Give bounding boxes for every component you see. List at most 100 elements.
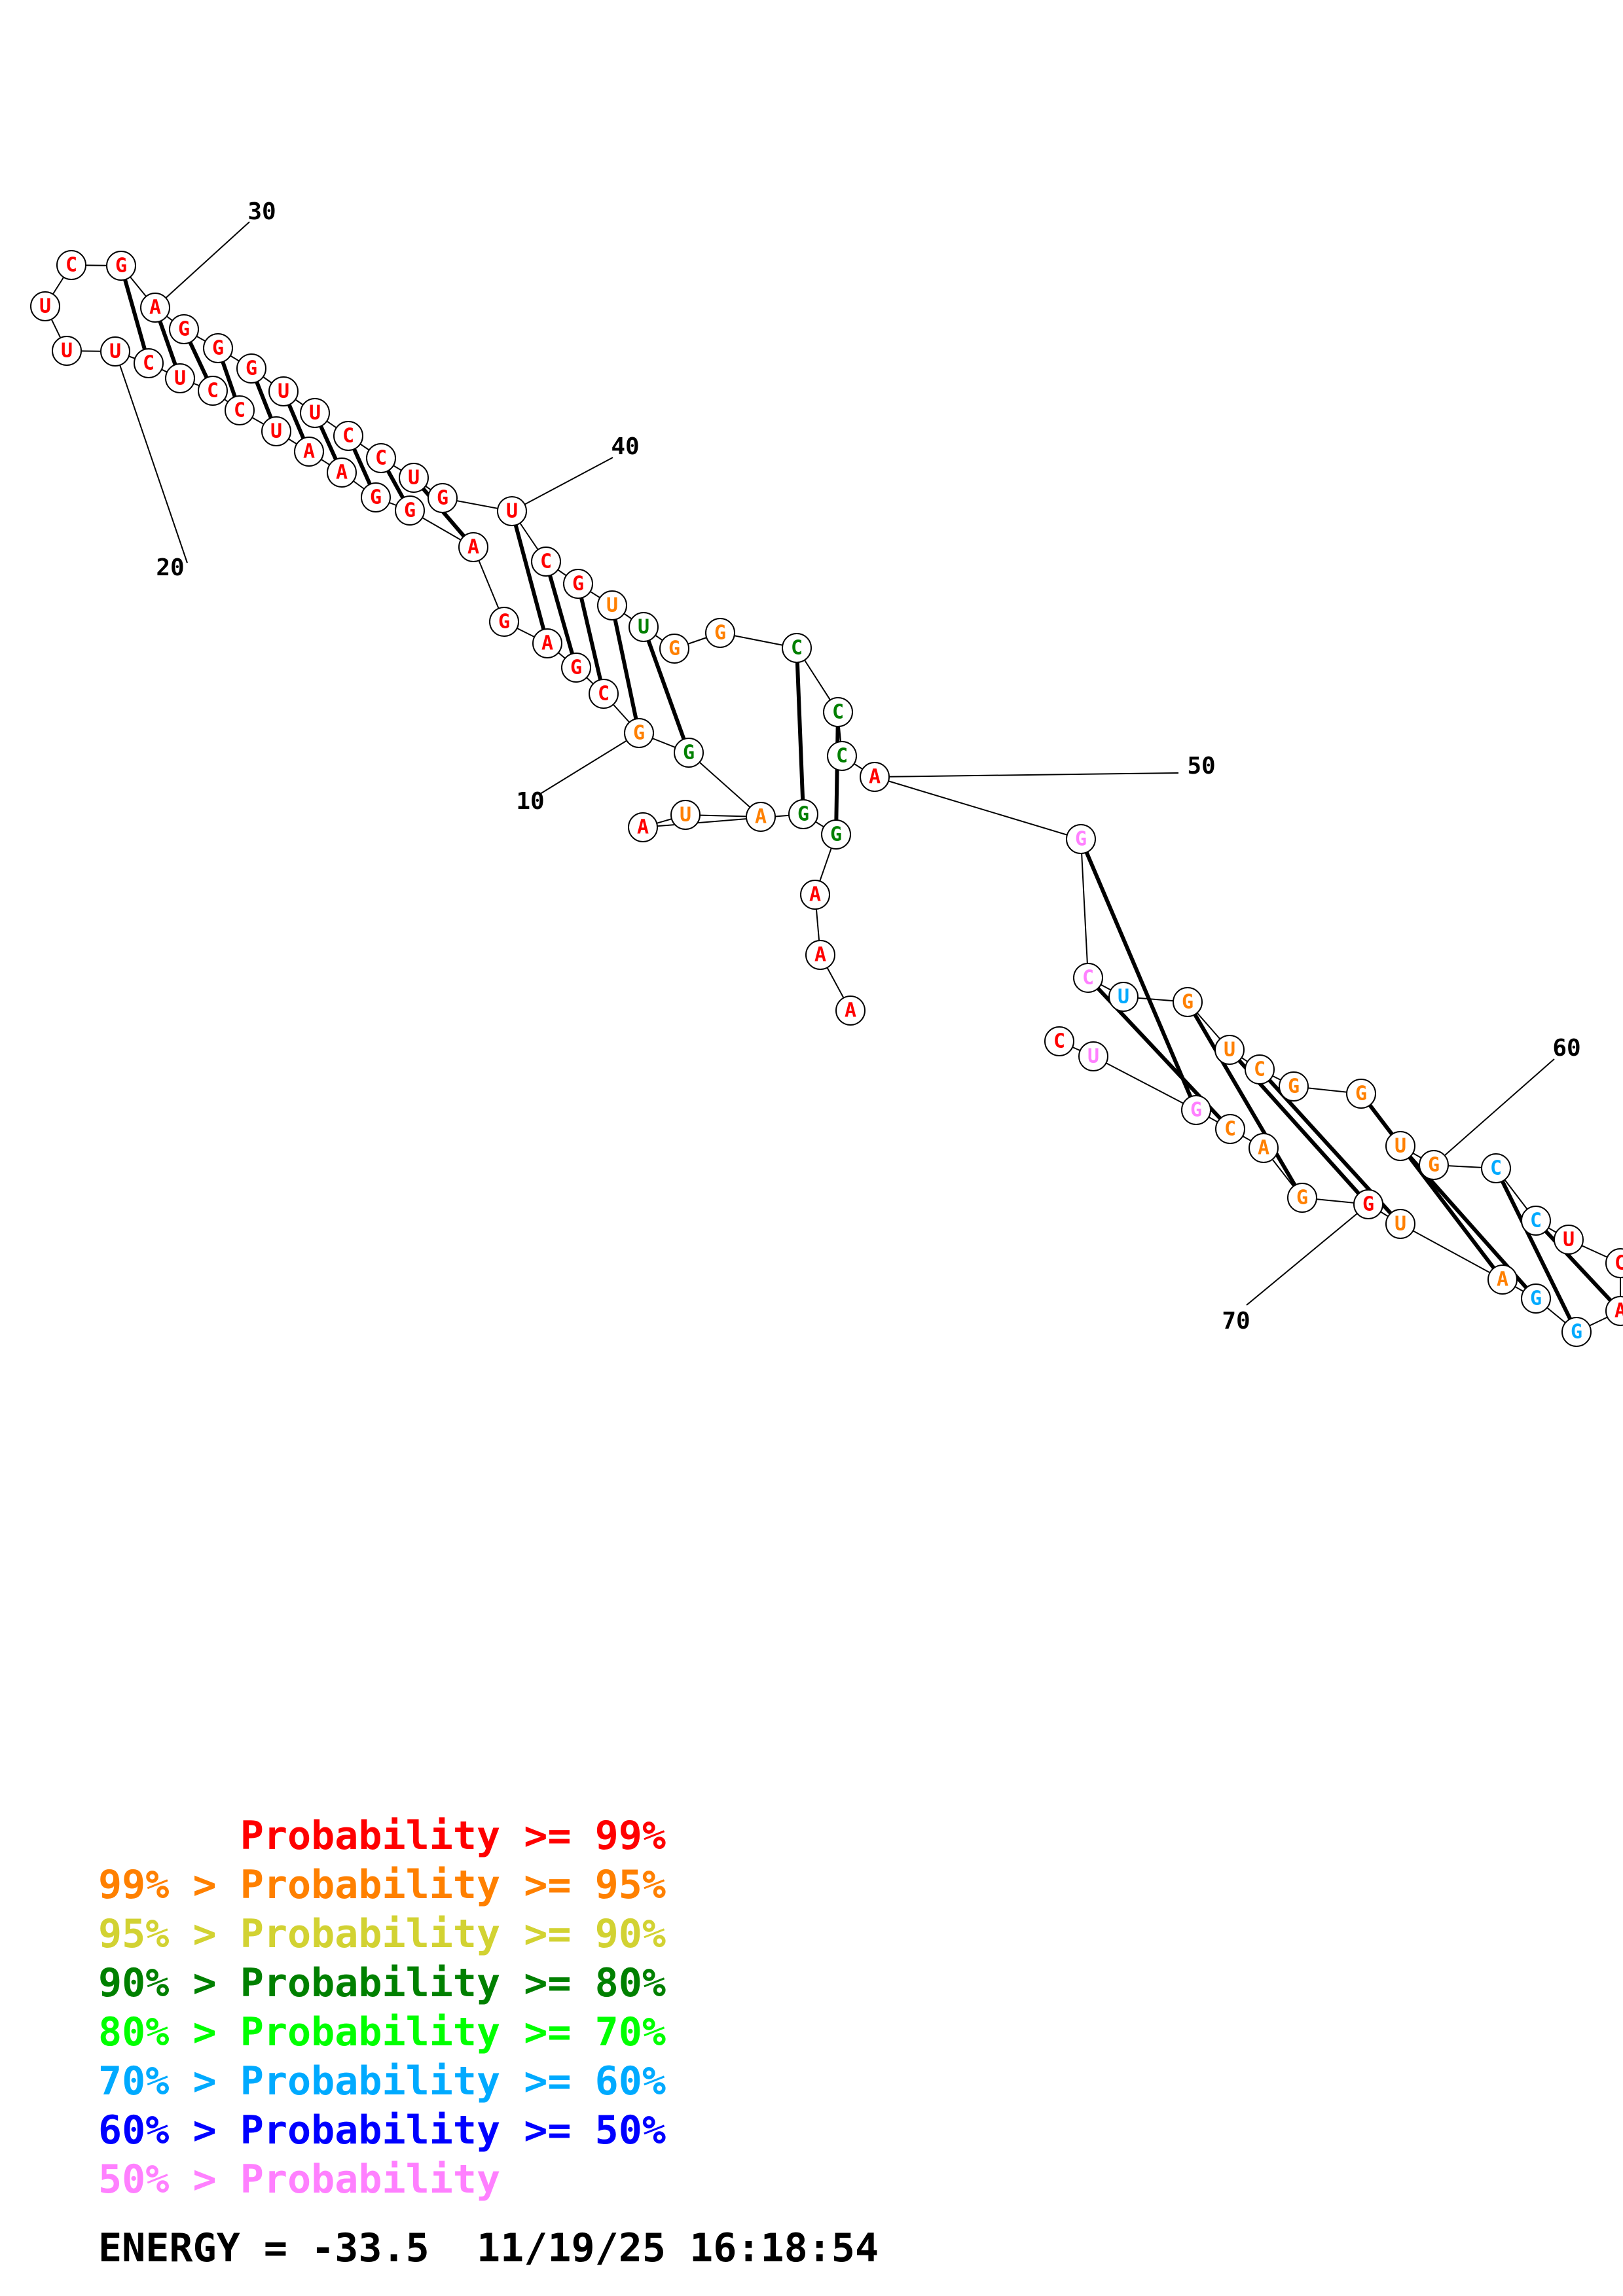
legend-prefix: 95% >: [98, 1911, 240, 1957]
nucleotide-circle: [106, 251, 136, 281]
number-tick-line: [1246, 1204, 1369, 1306]
timestamp: 11/19/25 16:18:54: [476, 2225, 879, 2271]
nucleotide: C: [56, 250, 86, 280]
nucleotide-circle: [100, 336, 130, 367]
nucleotide: U: [30, 291, 60, 321]
base-pair-bond: [1186, 1001, 1304, 1199]
nucleotide: G: [659, 634, 689, 664]
nucleotide: U: [1385, 1131, 1415, 1161]
nucleotide-circle: [597, 590, 627, 620]
nucleotide-base-letter: C: [832, 701, 844, 724]
nucleotide: A: [1605, 1296, 1623, 1326]
nucleotide-circle: [782, 633, 812, 663]
nucleotide-base-letter: G: [1075, 828, 1087, 851]
nucleotide-base-letter: G: [830, 823, 842, 846]
nucleotide-circle: [1554, 1225, 1584, 1255]
nucleotide: G: [361, 482, 391, 512]
nucleotide-circle: [225, 395, 255, 425]
nucleotide-base-letter: C: [143, 352, 155, 375]
nucleotide: U: [300, 398, 330, 428]
nucleotide: G: [705, 618, 735, 648]
nucleotide-circle: [1521, 1283, 1551, 1314]
nucleotide-base-letter: U: [1395, 1213, 1406, 1236]
nucleotide-base-letter: C: [791, 637, 803, 660]
nucleotide-base-letter: G: [178, 318, 190, 341]
nucleotide: G: [563, 569, 593, 599]
nucleotide-circle: [489, 607, 519, 637]
nucleotide-circle: [659, 634, 689, 664]
legend-prefix: 50% >: [98, 2157, 240, 2202]
legend-entry: 50% > Probability: [98, 2155, 666, 2204]
nucleotide-circle: [1214, 1035, 1245, 1065]
nucleotide: U: [261, 416, 291, 446]
nucleotide-base-letter: G: [1355, 1083, 1367, 1105]
nucleotide-circle: [1487, 1265, 1518, 1295]
nucleotide: U: [268, 376, 299, 406]
nucleotide-base-letter: G: [246, 357, 257, 380]
legend-text: Probability >= 60%: [240, 2058, 666, 2104]
nucleotide-base-letter: G: [1530, 1287, 1542, 1310]
nucleotide: G: [1346, 1079, 1376, 1109]
nucleotide-base-letter: C: [1254, 1058, 1266, 1081]
nucleotide-circle: [268, 376, 299, 406]
nucleotide-base-letter: U: [109, 340, 121, 363]
nucleotide: G: [169, 314, 199, 344]
nucleotide-base-letter: A: [755, 806, 767, 829]
base-pair-bond: [510, 511, 549, 644]
base-pair-bond: [1359, 1092, 1504, 1281]
nucleotide-circle: [821, 819, 851, 850]
nucleotide-base-letter: G: [1296, 1187, 1308, 1210]
nucleotide-base-letter: C: [1224, 1118, 1236, 1141]
nucleotide: A: [860, 762, 890, 792]
nucleotide-circle: [169, 314, 199, 344]
nucleotide-circle: [1181, 1095, 1211, 1125]
number-tick-line: [511, 457, 613, 512]
nucleotide-base-letter: A: [1614, 1300, 1623, 1323]
base-pair-bond: [1079, 838, 1198, 1111]
legend-entry: 99% > Probability >= 95%: [98, 1861, 666, 1910]
nucleotide-circle: [835, 996, 866, 1026]
legend-text: Probability >= 80%: [240, 1960, 666, 2006]
nucleotide-base-letter: U: [1563, 1229, 1575, 1251]
nucleotide-circle: [1245, 1054, 1275, 1085]
nucleotide-base-letter: A: [809, 884, 821, 906]
nucleotide: U: [1554, 1225, 1584, 1255]
position-number-label: 20: [156, 554, 184, 581]
nucleotide-circle: [800, 880, 830, 910]
nucleotide-circle: [561, 653, 591, 683]
nucleotide: C: [1605, 1248, 1623, 1278]
nucleotide-base-letter: A: [467, 536, 479, 559]
nucleotide: G: [788, 799, 818, 829]
nucleotide-circle: [827, 741, 857, 771]
nucleotide-circle: [1385, 1209, 1415, 1239]
position-number-label: 30: [247, 198, 276, 225]
nucleotide-circle: [1385, 1131, 1415, 1161]
nucleotide-circle: [236, 353, 266, 384]
nucleotide-base-letter: G: [1190, 1099, 1202, 1122]
nucleotide-base-letter: G: [797, 803, 809, 826]
nucleotide: G: [203, 333, 233, 363]
nucleotide: U: [165, 363, 195, 393]
nucleotide-base-letter: G: [212, 337, 224, 360]
nucleotide-base-letter: U: [1224, 1039, 1235, 1062]
nucleotide: A: [532, 628, 562, 658]
nucleotide: A: [1487, 1265, 1518, 1295]
nucleotide-circle: [674, 738, 704, 768]
nucleotide: C: [225, 395, 255, 425]
nucleotide: G: [395, 495, 425, 526]
nucleotide-circle: [1108, 982, 1139, 1012]
nucleotide: G: [1066, 824, 1096, 854]
nucleotide-base-letter: C: [598, 683, 610, 706]
nucleotide-circle: [458, 532, 488, 562]
nucleotide-base-letter: G: [404, 499, 416, 522]
nucleotide-circle: [134, 348, 164, 378]
nucleotide-circle: [1287, 1183, 1317, 1213]
nucleotide: A: [746, 802, 776, 832]
nucleotide-circle: [395, 495, 425, 526]
nucleotide-circle: [805, 940, 835, 970]
nucleotide-circle: [1066, 824, 1096, 854]
number-tick-line: [874, 772, 1179, 778]
nucleotide-circle: [788, 799, 818, 829]
